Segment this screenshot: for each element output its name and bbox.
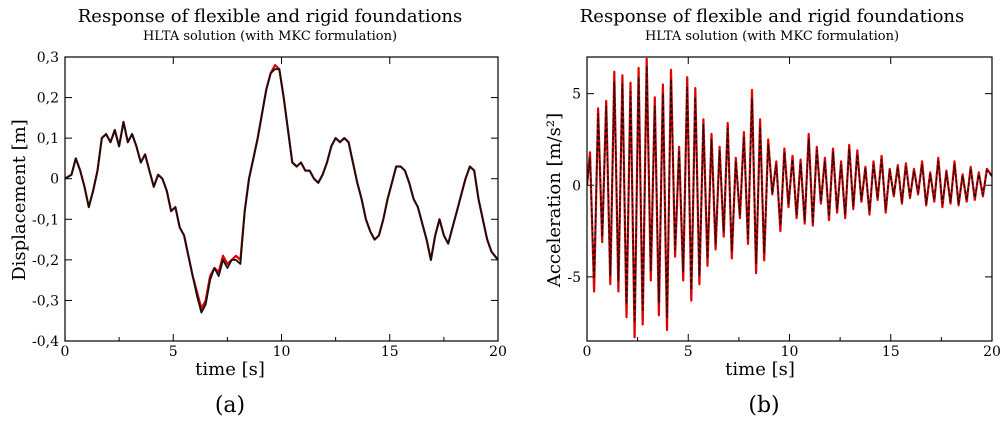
- chart-b-frame: [586, 56, 993, 342]
- chart-a-ytick-label: 0,2: [37, 91, 59, 107]
- chart-a-ytick-label: -0,4: [32, 334, 59, 350]
- chart-a-series-2-line: [65, 68, 498, 314]
- chart-b-ytick-label: -5: [567, 270, 581, 286]
- chart-b-xtick-label: 5: [684, 344, 693, 360]
- chart-b-ytick-label: 0: [572, 178, 581, 194]
- chart-a-series-1-line: [65, 63, 498, 310]
- chart-b-subtitle: HLTA solution (with MKC formulation): [645, 29, 899, 44]
- chart-a-ytick-label: -0,1: [32, 212, 59, 228]
- chart-a-ytick-label: 0: [50, 172, 59, 188]
- chart-a-frame: [64, 56, 499, 342]
- chart-a-ytick-label: 0,1: [37, 131, 59, 147]
- chart-a-xtick-label: 10: [273, 344, 291, 360]
- chart-b-xtick-label: 20: [983, 344, 1001, 360]
- chart-b-xlabel: time [s]: [725, 359, 795, 380]
- chart-a: Response of flexible and rigid foundatio…: [9, 6, 507, 418]
- chart-a-panel-label: (a): [215, 393, 245, 418]
- chart-a-plot-area: [65, 63, 498, 314]
- chart-a-xlabel: time [s]: [195, 359, 265, 380]
- chart-b-xtick-label: 0: [583, 344, 592, 360]
- chart-b-series-1-line: [587, 57, 992, 339]
- chart-a-subtitle: HLTA solution (with MKC formulation): [143, 29, 397, 44]
- chart-b-series-2-line: [587, 65, 992, 324]
- chart-a-ylabel: Displacement [m]: [9, 119, 30, 281]
- chart-b: Response of flexible and rigid foundatio…: [544, 6, 1001, 418]
- chart-a-xtick-label: 15: [381, 344, 399, 360]
- chart-b-plot-area: [587, 57, 992, 339]
- chart-a-ytick-label: 0,3: [37, 50, 59, 66]
- chart-b-ticks: 0 5 10 15 20 -5 0 5: [567, 57, 1001, 360]
- chart-b-panel-label: (b): [748, 393, 779, 418]
- chart-a-ytick-label: -0,3: [32, 293, 59, 309]
- chart-b-title: Response of flexible and rigid foundatio…: [580, 6, 965, 27]
- chart-b-ylabel: Acceleration [m/s²]: [544, 113, 565, 288]
- chart-b-ytick-label: 5: [572, 87, 581, 103]
- chart-a-title: Response of flexible and rigid foundatio…: [78, 6, 463, 27]
- chart-a-xtick-label: 20: [489, 344, 507, 360]
- chart-b-xtick-label: 10: [781, 344, 799, 360]
- chart-a-xtick-label: 0: [61, 344, 70, 360]
- chart-a-ytick-label: -0,2: [32, 253, 59, 269]
- chart-a-ticks: 0 5 10 15 20 -0,4 -0,3 -0,2 -0,1 0 0,1 0,2 0,3: [32, 50, 507, 360]
- chart-a-xtick-label: 5: [169, 344, 178, 360]
- chart-b-xtick-label: 15: [882, 344, 900, 360]
